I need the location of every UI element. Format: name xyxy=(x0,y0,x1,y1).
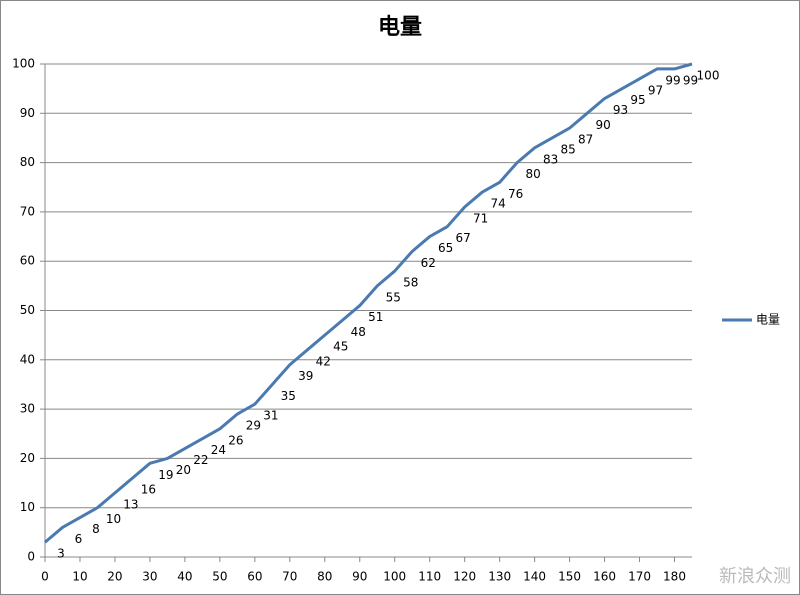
data-label: 76 xyxy=(508,187,523,201)
watermark: 新浪众测 xyxy=(719,566,791,587)
x-tick-label: 80 xyxy=(317,570,332,584)
data-label: 67 xyxy=(456,231,471,245)
data-label: 8 xyxy=(92,522,100,536)
data-label: 42 xyxy=(316,354,331,368)
data-label: 100 xyxy=(697,69,720,83)
data-label: 71 xyxy=(473,211,488,225)
data-label: 80 xyxy=(525,167,540,181)
y-tick-label: 100 xyxy=(12,57,35,71)
y-tick-label: 30 xyxy=(20,402,35,416)
y-tick-label: 80 xyxy=(20,155,35,169)
data-label: 39 xyxy=(298,369,313,383)
y-tick-label: 40 xyxy=(20,352,35,366)
data-label: 90 xyxy=(595,118,610,132)
x-tick-label: 170 xyxy=(628,570,651,584)
data-label: 58 xyxy=(403,276,418,290)
x-tick-label: 90 xyxy=(352,570,367,584)
data-label: 22 xyxy=(193,453,208,467)
x-tick-label: 130 xyxy=(488,570,511,584)
chart-title: 电量 xyxy=(378,15,422,40)
y-tick-label: 60 xyxy=(20,254,35,268)
data-label: 55 xyxy=(386,290,401,304)
data-label: 74 xyxy=(491,197,506,211)
y-tick-label: 50 xyxy=(20,303,35,317)
data-label: 10 xyxy=(106,512,121,526)
x-tick-label: 30 xyxy=(142,570,157,584)
data-label: 99 xyxy=(665,73,680,87)
x-tick-label: 40 xyxy=(177,570,192,584)
data-label: 29 xyxy=(246,419,261,433)
y-tick-label: 20 xyxy=(20,451,35,465)
data-label: 45 xyxy=(333,340,348,354)
y-tick-label: 10 xyxy=(20,500,35,514)
data-label: 20 xyxy=(176,463,191,477)
data-label: 31 xyxy=(263,409,278,423)
x-tick-label: 100 xyxy=(383,570,406,584)
data-label: 97 xyxy=(648,83,663,97)
data-label: 19 xyxy=(158,468,173,482)
x-tick-label: 140 xyxy=(523,570,546,584)
x-tick-label: 70 xyxy=(282,570,297,584)
data-label: 3 xyxy=(57,547,65,561)
x-tick-label: 60 xyxy=(247,570,262,584)
x-tick-label: 0 xyxy=(41,570,49,584)
data-label: 62 xyxy=(421,256,436,270)
data-label: 24 xyxy=(211,443,226,457)
data-label: 35 xyxy=(281,389,296,403)
data-label: 95 xyxy=(630,93,645,107)
x-tick-label: 50 xyxy=(212,570,227,584)
x-tick-label: 150 xyxy=(558,570,581,584)
data-label: 51 xyxy=(368,310,383,324)
data-label: 65 xyxy=(438,241,453,255)
data-label: 85 xyxy=(560,142,575,156)
data-label: 93 xyxy=(613,103,628,117)
legend-label: 电量 xyxy=(756,313,780,327)
data-label: 87 xyxy=(578,133,593,147)
x-tick-label: 110 xyxy=(418,570,441,584)
data-label: 13 xyxy=(123,497,138,511)
y-tick-label: 90 xyxy=(20,106,35,120)
x-tick-label: 180 xyxy=(663,570,686,584)
x-tick-label: 10 xyxy=(72,570,87,584)
x-tick-label: 20 xyxy=(107,570,122,584)
data-line xyxy=(44,62,693,544)
data-label: 48 xyxy=(351,325,366,339)
y-tick-label: 0 xyxy=(27,550,35,564)
data-label: 99 xyxy=(683,73,698,87)
data-label: 6 xyxy=(75,532,83,546)
y-tick-label: 70 xyxy=(20,204,35,218)
x-tick-label: 120 xyxy=(453,570,476,584)
data-label: 16 xyxy=(141,483,156,497)
data-label: 26 xyxy=(228,433,243,447)
data-label: 83 xyxy=(543,152,558,166)
x-tick-label: 160 xyxy=(593,570,616,584)
